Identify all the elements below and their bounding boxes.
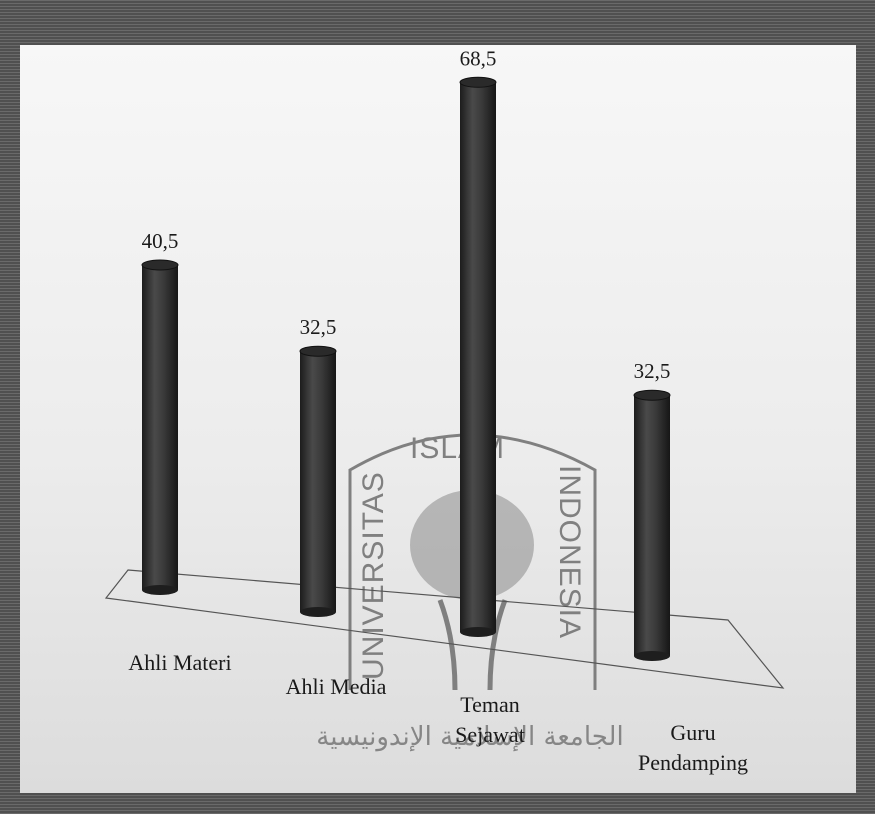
bar-1	[141, 259, 179, 595]
bar-body	[300, 351, 336, 612]
bar-body	[142, 264, 178, 590]
bar-top	[459, 76, 497, 88]
bar-base	[460, 627, 496, 637]
category-label: Ahli Materi	[128, 650, 231, 675]
watermark-emblem-stem	[437, 599, 508, 691]
bar-top	[633, 389, 671, 401]
bar-3	[459, 76, 497, 637]
category-label: Guru Pendamping	[638, 720, 748, 775]
bar-base	[634, 651, 670, 661]
watermark-left-text: UNIVERSITAS	[357, 471, 390, 680]
chart-floor	[104, 569, 785, 689]
watermark-arabic-text: الجامعة الإسلامية الإندونيسية	[316, 722, 623, 752]
bar-2	[299, 345, 337, 617]
bar-base	[142, 585, 178, 595]
watermark-right-text: INDONESIA	[553, 465, 586, 639]
bar-body	[634, 395, 670, 656]
category-label: Teman Sejawat	[455, 692, 525, 747]
value-labels-group: 40,5 32,5 68,5 32,5	[142, 46, 671, 383]
category-label-line: Guru	[670, 720, 715, 745]
data-label: 32,5	[300, 315, 337, 339]
data-label: 68,5	[460, 46, 497, 70]
bars-group	[141, 76, 671, 661]
category-labels-group: Ahli Materi Ahli Media Teman Sejawat Guru Pen…	[128, 650, 748, 775]
bar-4	[633, 389, 671, 661]
category-label: Ahli Media	[286, 674, 387, 699]
category-label-line: Ahli Materi	[128, 650, 231, 675]
bar-base	[300, 607, 336, 617]
category-label-line: Ahli Media	[286, 674, 387, 699]
category-label-line: Teman	[460, 692, 520, 717]
category-label-line: Sejawat	[455, 722, 525, 747]
data-label: 40,5	[142, 229, 179, 253]
category-label-line: Pendamping	[638, 750, 748, 775]
bar-body	[460, 82, 496, 633]
data-label: 32,5	[634, 359, 671, 383]
bar-top	[299, 345, 337, 357]
bar-top	[141, 259, 179, 271]
